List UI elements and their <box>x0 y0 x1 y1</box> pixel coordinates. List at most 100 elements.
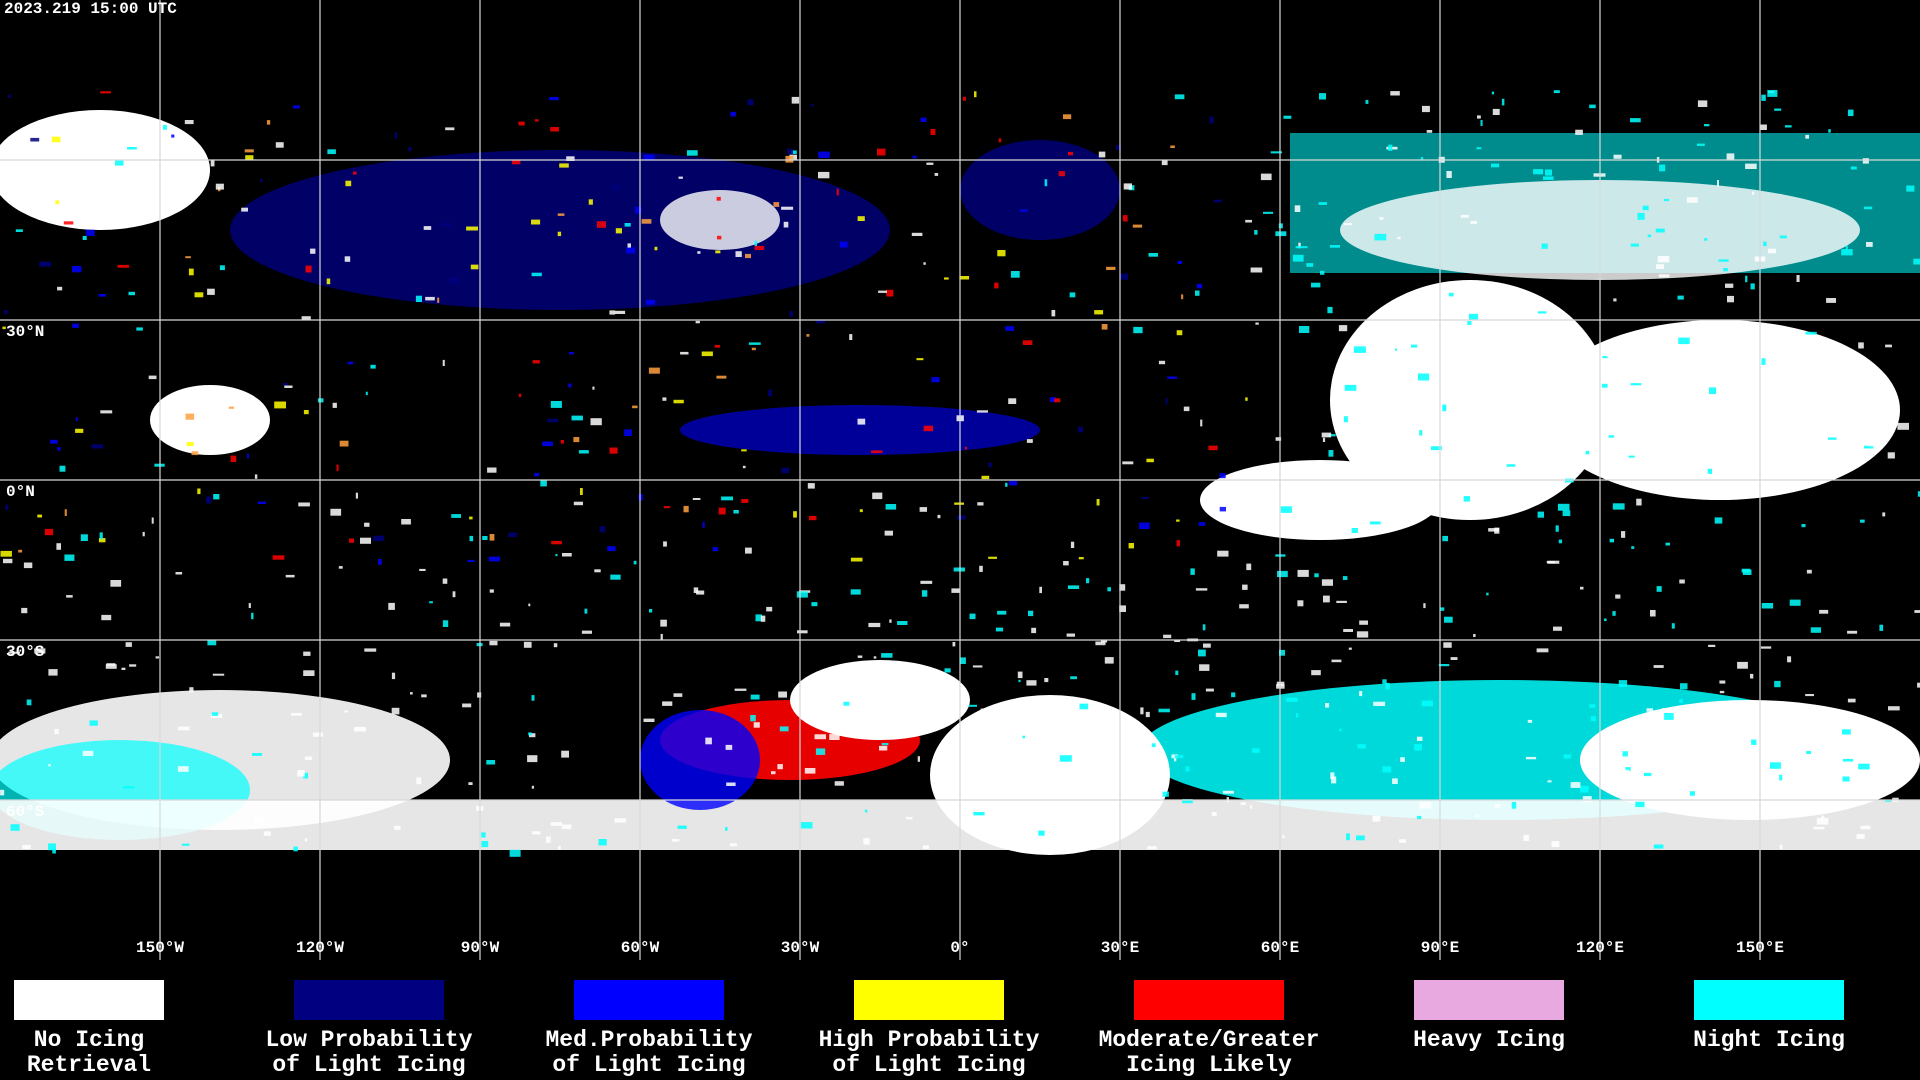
speckle <box>977 502 984 506</box>
speckle <box>512 159 521 165</box>
speckle <box>1760 646 1772 649</box>
speckle <box>562 553 572 557</box>
legend-swatch <box>14 980 164 1020</box>
speckle <box>1546 561 1555 564</box>
speckle <box>660 633 663 640</box>
speckle <box>1321 579 1333 586</box>
speckle <box>1217 550 1229 557</box>
speckle <box>1366 497 1377 503</box>
speckle <box>336 464 339 472</box>
speckle <box>785 155 794 163</box>
speckle <box>811 103 814 107</box>
speckle <box>916 358 924 361</box>
speckle <box>988 556 997 559</box>
speckle <box>303 772 308 779</box>
speckle <box>1798 389 1801 396</box>
speckle <box>1342 576 1348 580</box>
speckle <box>1319 93 1326 100</box>
speckle <box>1038 830 1045 836</box>
speckle <box>1438 664 1450 667</box>
speckle <box>1468 313 1479 321</box>
speckle <box>937 514 941 519</box>
speckle <box>607 546 616 552</box>
speckle <box>1589 704 1596 708</box>
speckle <box>1847 630 1858 634</box>
speckle <box>1580 586 1584 590</box>
speckle <box>1339 728 1342 732</box>
speckle <box>1604 618 1607 621</box>
speckle <box>1677 295 1684 300</box>
speckle <box>549 97 559 101</box>
speckle <box>1704 124 1710 127</box>
speckle <box>919 507 927 512</box>
speckle <box>207 288 215 295</box>
speckle <box>3 558 13 564</box>
speckle <box>1917 682 1920 688</box>
speckle <box>1545 169 1552 176</box>
speckle <box>528 603 531 607</box>
speckle <box>1659 164 1666 172</box>
speckle <box>303 410 309 415</box>
speckle <box>557 213 565 216</box>
speckle <box>857 418 866 425</box>
speckle <box>1647 234 1652 238</box>
speckle <box>1086 578 1090 584</box>
speckle <box>416 777 422 785</box>
speckle <box>54 728 59 735</box>
speckle <box>1098 151 1106 158</box>
speckle <box>1653 844 1664 849</box>
speckle <box>725 744 733 750</box>
speckle <box>871 450 883 454</box>
speckle <box>1442 535 1448 542</box>
speckle <box>1460 214 1469 218</box>
speckle <box>662 397 667 401</box>
speckle <box>879 745 888 751</box>
speckle <box>305 265 312 273</box>
speckle <box>1658 274 1670 278</box>
speckle <box>89 720 98 726</box>
speckle <box>91 444 104 449</box>
speckle <box>771 771 776 775</box>
speckle <box>1575 129 1583 135</box>
speckle <box>793 511 797 518</box>
speckle <box>786 148 793 155</box>
speckle <box>663 541 667 547</box>
speckle <box>212 673 225 676</box>
speckle <box>1806 751 1811 754</box>
cloud <box>1580 700 1920 820</box>
speckle <box>1418 373 1430 381</box>
speckle <box>1175 670 1179 675</box>
speckle <box>106 185 113 192</box>
speckle <box>1562 510 1571 517</box>
speckle <box>1664 713 1674 720</box>
speckle <box>284 385 293 388</box>
speckle <box>1669 446 1679 453</box>
speckle <box>1145 711 1150 718</box>
speckle <box>1750 673 1754 679</box>
speckle <box>48 843 56 851</box>
speckle <box>1443 642 1452 648</box>
speckle <box>663 506 671 509</box>
speckle <box>213 494 220 500</box>
speckle <box>815 748 826 755</box>
speckle <box>998 138 1002 143</box>
speckle <box>646 299 656 305</box>
speckle <box>671 839 680 842</box>
speckle <box>962 96 966 101</box>
speckle <box>643 718 655 722</box>
speckle <box>215 183 224 190</box>
speckle <box>391 672 396 680</box>
cloud <box>230 150 890 310</box>
speckle <box>1044 678 1049 683</box>
speckle <box>470 264 479 270</box>
legend-label: of Light Icing <box>272 1052 465 1078</box>
speckle <box>836 188 839 196</box>
speckle <box>542 441 553 447</box>
speckle <box>1547 780 1552 783</box>
speckle <box>1026 680 1037 686</box>
speckle <box>581 630 592 634</box>
latitude-label: 60°S <box>6 803 45 821</box>
speckle <box>614 310 626 314</box>
speckle <box>1689 728 1696 735</box>
speckle <box>349 538 354 543</box>
